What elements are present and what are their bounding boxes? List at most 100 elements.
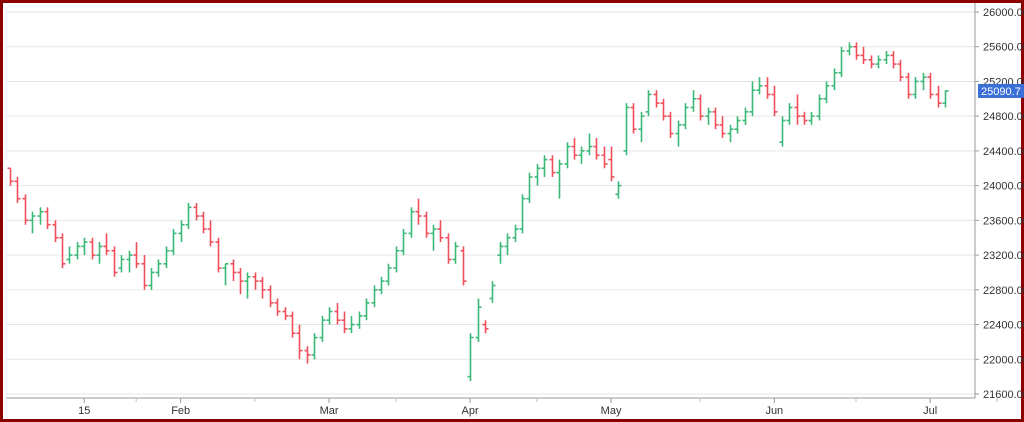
ohlc-bar — [400, 229, 407, 256]
ohlc-bar — [163, 246, 170, 269]
ohlc-bar — [289, 311, 296, 338]
ohlc-bar — [133, 242, 140, 269]
ohlc-bar — [638, 111, 645, 143]
grid — [6, 11, 975, 395]
ohlc-bar — [393, 246, 400, 273]
ohlc-bar — [727, 124, 734, 143]
ohlc-bar — [475, 298, 482, 342]
ohlc-bar — [96, 242, 103, 264]
ohlc-bar — [29, 211, 36, 234]
ohlc-bar — [675, 120, 682, 147]
ohlc-bar — [771, 85, 778, 117]
ohlc-bar — [230, 259, 237, 282]
y-tick-label: 21600.00 — [983, 389, 1024, 401]
y-tick-label: 26000.00 — [983, 7, 1024, 19]
x-tick-label: Jun — [765, 405, 783, 417]
ohlc-bar — [883, 51, 890, 65]
ohlc-bar — [334, 302, 341, 325]
ohlc-bar — [860, 46, 867, 65]
ohlc-bar — [274, 298, 281, 316]
ohlc-bar — [178, 220, 185, 243]
ohlc-bar — [712, 107, 719, 130]
ohlc-bar — [311, 333, 318, 360]
ohlc-bar — [667, 111, 674, 138]
ohlc-bar — [371, 285, 378, 308]
ohlc-bar — [415, 198, 422, 225]
ohlc-bar — [920, 72, 927, 91]
ohlc-bar — [853, 42, 860, 60]
ohlc-bar — [786, 103, 793, 125]
ohlc-bar — [578, 146, 585, 164]
ohlc-bar — [749, 81, 756, 117]
ohlc-bar — [430, 224, 437, 251]
x-tick-label: May — [601, 405, 622, 417]
ohlc-bar — [66, 246, 73, 264]
ohlc-bar — [816, 94, 823, 121]
ohlc-bar — [660, 98, 667, 121]
ohlc-bar — [445, 233, 452, 264]
ohlc-bar — [942, 90, 949, 108]
ohlc-bar — [200, 211, 207, 234]
ohlc-bar — [623, 103, 630, 156]
ohlc-bar — [452, 242, 459, 264]
y-tick-label: 24400.00 — [983, 146, 1024, 158]
ohlc-bar — [846, 42, 853, 56]
y-tick-label: 22800.00 — [983, 285, 1024, 297]
ohlc-bar — [237, 268, 244, 295]
ohlc-bar — [808, 111, 815, 125]
ohlc-bar — [690, 90, 697, 112]
ohlc-bar — [489, 281, 496, 303]
ohlc-bar — [81, 237, 88, 256]
ohlc-bar — [126, 250, 133, 273]
ohlc-bar — [905, 72, 912, 99]
ohlc-bar — [794, 94, 801, 125]
ohlc-bar — [912, 77, 919, 99]
ohlc-bar — [267, 285, 274, 308]
ohlc-bar — [111, 246, 118, 277]
ohlc-bar — [363, 298, 370, 321]
ohlc-bar — [556, 159, 563, 199]
ohlc-bar — [207, 220, 214, 247]
ohlc-bar — [14, 176, 21, 203]
ohlc-bar — [734, 116, 741, 134]
ohlc-bar — [601, 146, 608, 169]
ohlc-bar — [541, 155, 548, 177]
ohlc-bar — [719, 116, 726, 138]
x-tick-label: Feb — [171, 405, 190, 417]
ohlc-bar — [705, 107, 712, 125]
ohlc-bar — [304, 346, 311, 364]
ohlc-bar — [185, 203, 192, 230]
ohlc-bar — [742, 107, 749, 125]
ohlc-bar — [838, 46, 845, 78]
ohlc-bar — [615, 181, 622, 199]
axes: 21600.00 22000.00 22400.00 22800.00 23200.00… — [6, 3, 1024, 417]
ohlc-bar — [630, 103, 637, 134]
ohlc-bar — [259, 276, 266, 299]
ohlc-bar — [645, 90, 652, 117]
ohlc-bar — [467, 333, 474, 381]
ohlc-bar — [408, 207, 415, 238]
y-tick-label: 25600.00 — [983, 42, 1024, 54]
ohlc-bar — [193, 203, 200, 221]
ohlc-bar — [564, 142, 571, 169]
y-tick-label: 22400.00 — [983, 320, 1024, 332]
ohlc-bar — [519, 194, 526, 234]
ohlc-bar — [504, 233, 511, 256]
ohlc-bar — [103, 233, 110, 256]
ohlc-bar — [534, 163, 541, 186]
ohlc-bar — [141, 255, 148, 290]
ohlc-bar — [890, 51, 897, 69]
ohlc-bar — [593, 137, 600, 160]
ohlc-bar — [831, 68, 838, 91]
y-tick-label: 23200.00 — [983, 250, 1024, 262]
ohlc-bar — [385, 263, 392, 286]
y-tick-label: 23600.00 — [983, 215, 1024, 227]
ohlc-bar — [608, 146, 615, 182]
ohlc-bar — [897, 59, 904, 82]
ohlc-bar — [927, 72, 934, 99]
ohlc-bar — [282, 307, 289, 321]
ohlc-bar — [764, 77, 771, 99]
x-tick-label: Mar — [320, 405, 339, 417]
ohlc-bar — [682, 103, 689, 130]
